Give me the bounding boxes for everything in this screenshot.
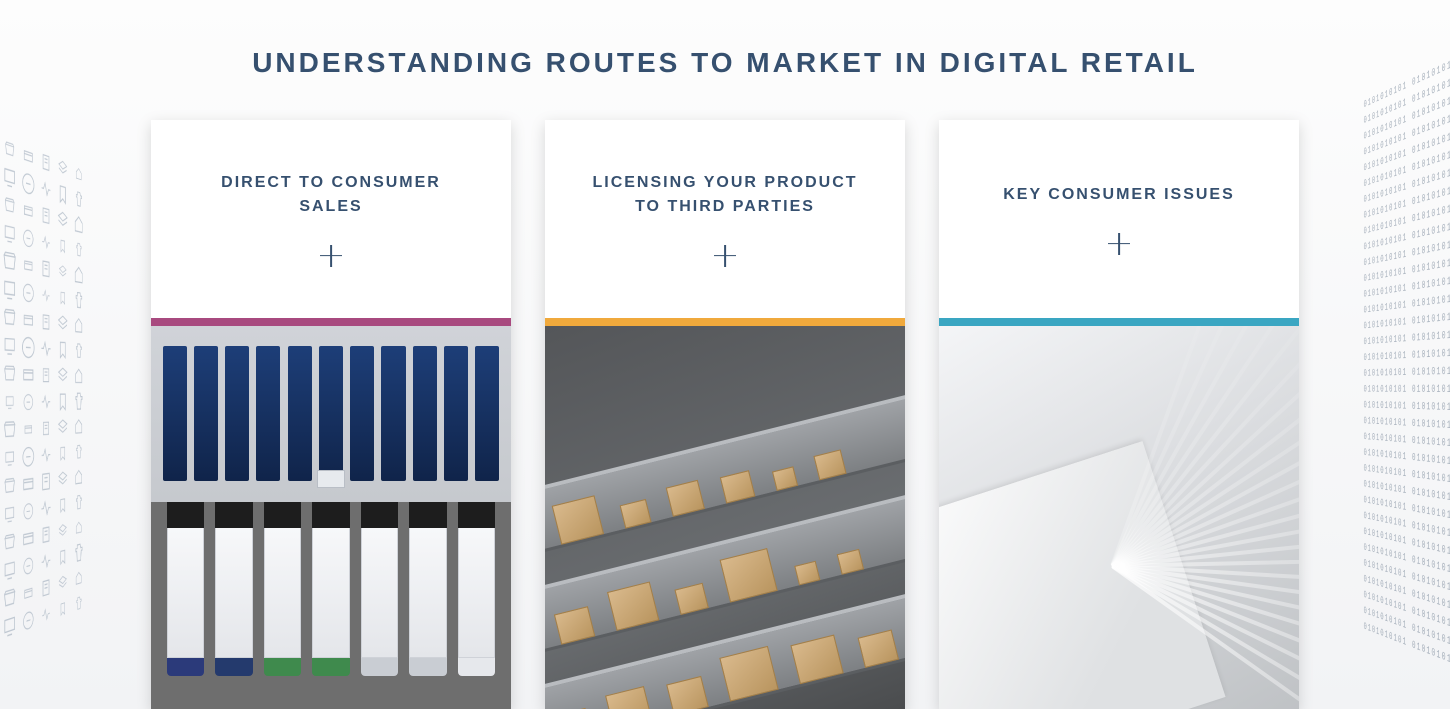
card-head: DIRECT TO CONSUMER SALES (151, 120, 511, 318)
card-licensing[interactable]: LICENSING YOUR PRODUCT TO THIRD PARTIES (545, 120, 905, 709)
card-accent-bar (151, 318, 511, 326)
card-image-open-book (939, 326, 1299, 709)
card-title: DIRECT TO CONSUMER SALES (191, 171, 471, 219)
card-image-conveyor-boxes (545, 326, 905, 709)
cards-row: DIRECT TO CONSUMER SALES LICENSING YOUR P… (0, 108, 1450, 709)
card-image-warehouse-aerial (151, 326, 511, 709)
card-head: LICENSING YOUR PRODUCT TO THIRD PARTIES (545, 120, 905, 318)
card-title: KEY CONSUMER ISSUES (1003, 183, 1235, 207)
expand-plus-icon[interactable] (714, 245, 736, 267)
card-title: LICENSING YOUR PRODUCT TO THIRD PARTIES (585, 171, 865, 219)
expand-plus-icon[interactable] (1108, 233, 1130, 255)
page-title: UNDERSTANDING ROUTES TO MARKET IN DIGITA… (0, 19, 1450, 89)
expand-plus-icon[interactable] (320, 245, 342, 267)
card-accent-bar (939, 318, 1299, 326)
card-head: KEY CONSUMER ISSUES (939, 120, 1299, 318)
card-direct-to-consumer[interactable]: DIRECT TO CONSUMER SALES (151, 120, 511, 709)
card-accent-bar (545, 318, 905, 326)
card-consumer-issues[interactable]: KEY CONSUMER ISSUES (939, 120, 1299, 709)
